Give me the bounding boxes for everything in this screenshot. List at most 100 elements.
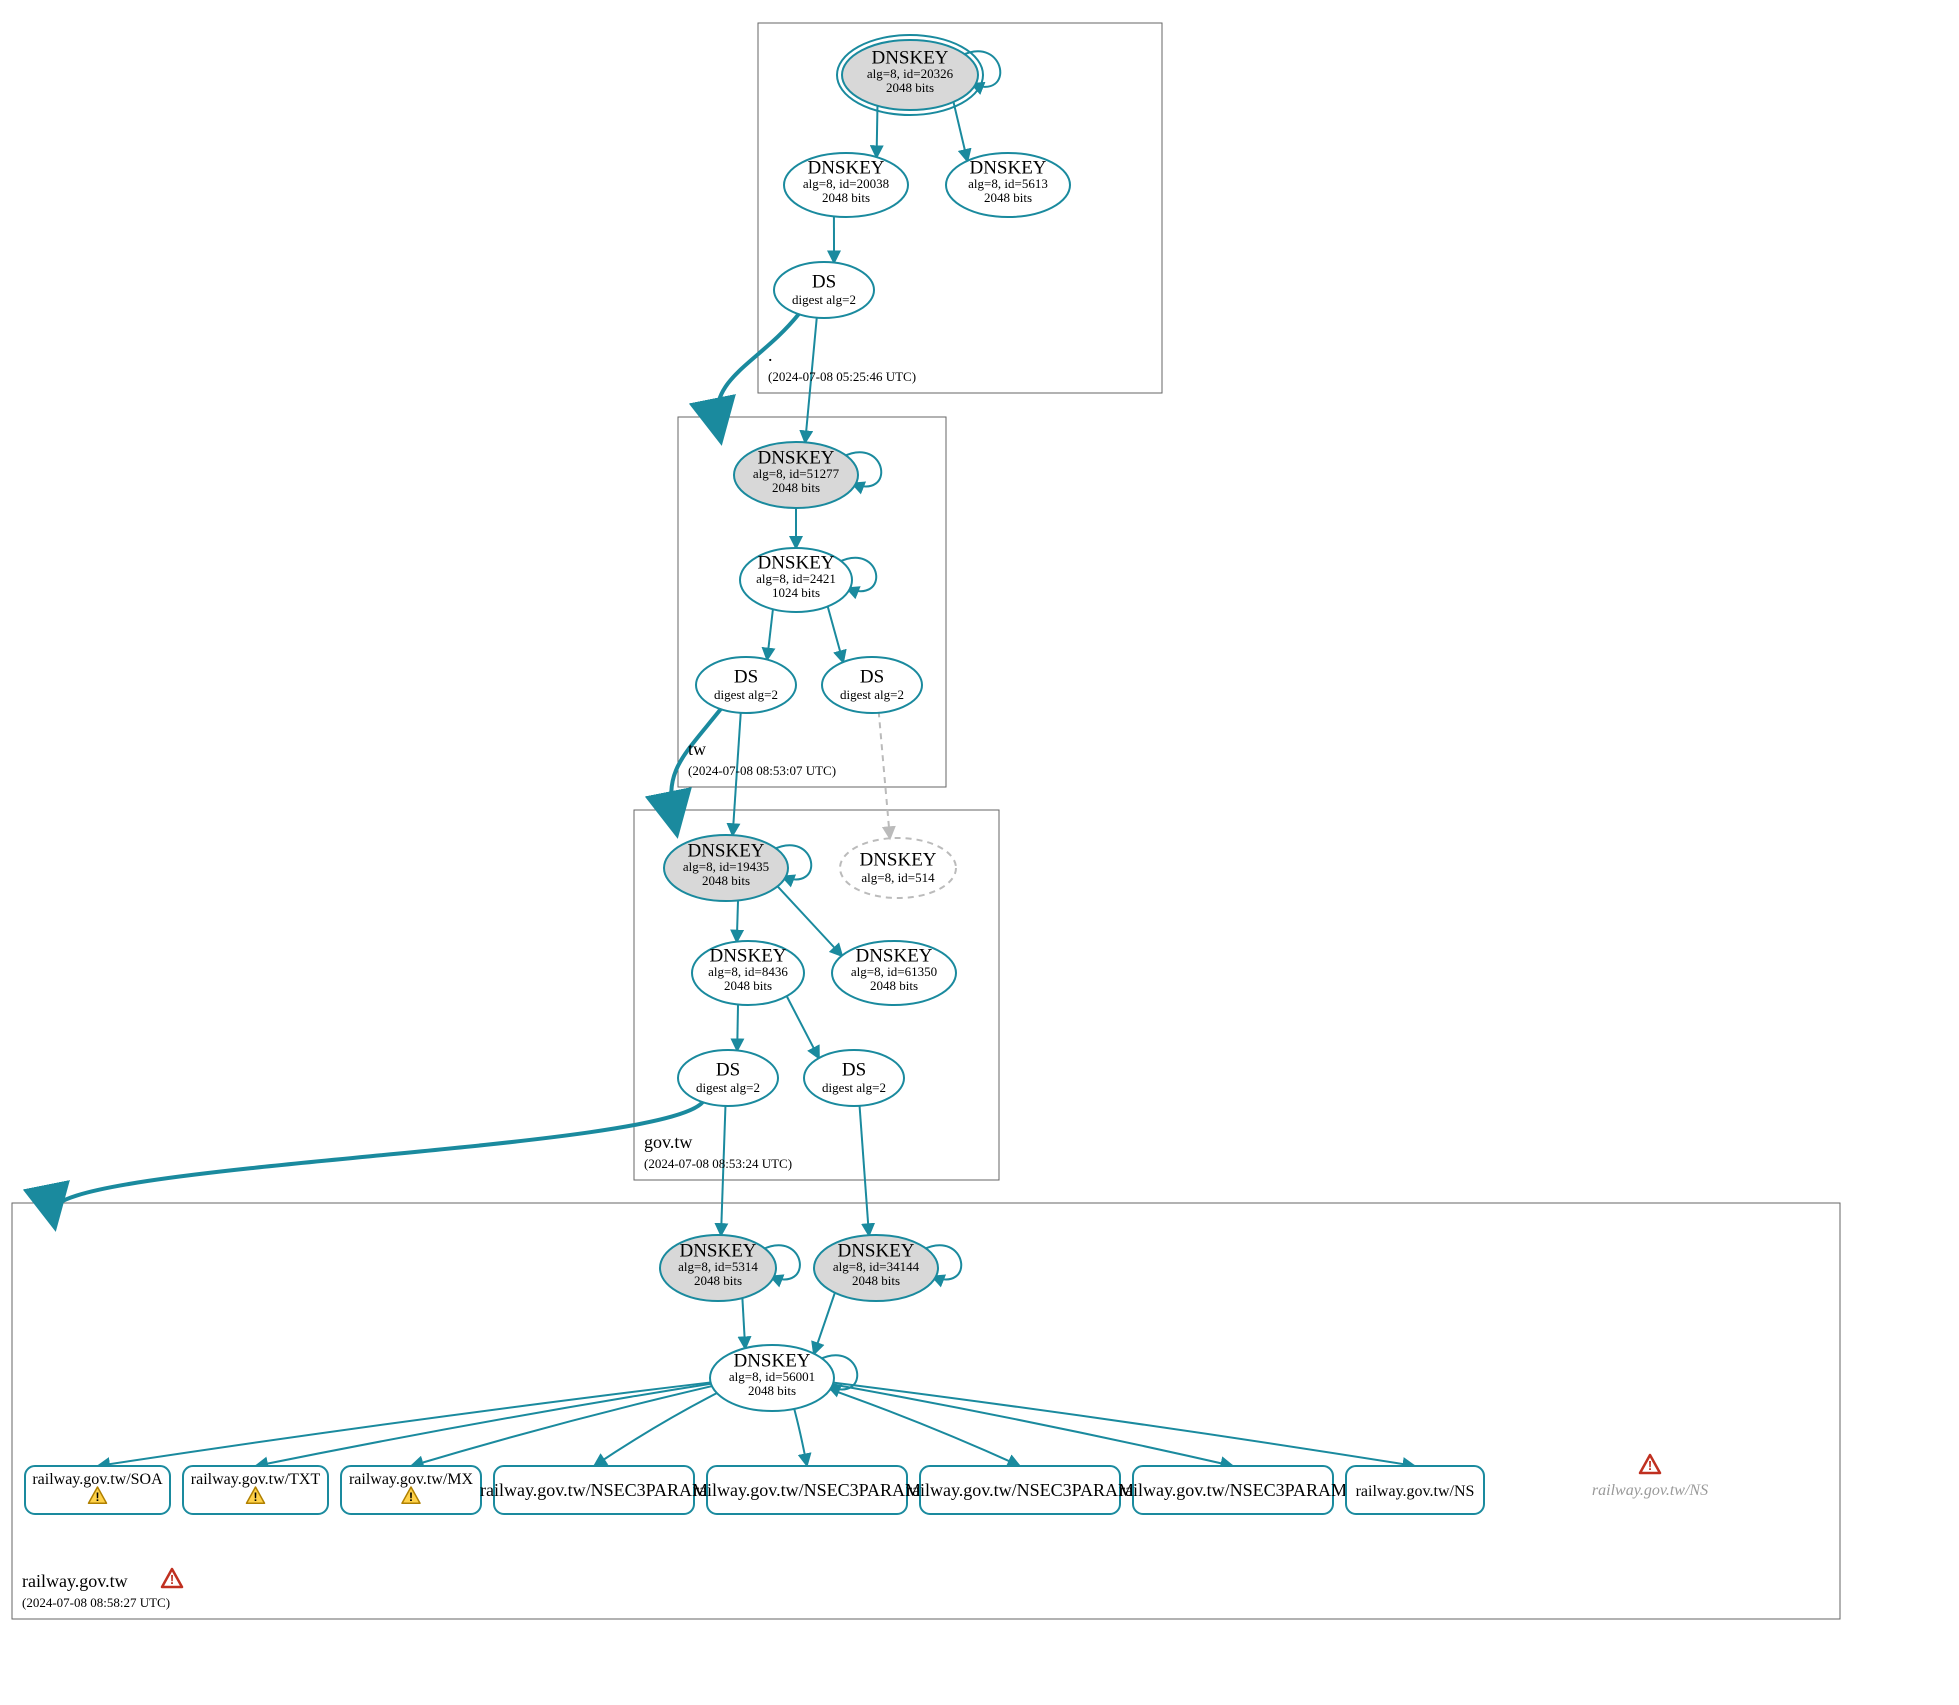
node-text-n_rail_ksk1-1: alg=8, id=5314 bbox=[678, 1259, 758, 1274]
node-text-n_root_zsk1-2: 2048 bits bbox=[822, 190, 870, 205]
rrset-label-rr_n3p1: railway.gov.tw/NSEC3PARAM bbox=[480, 1480, 708, 1500]
node-text-n_gov_dashed-0: DNSKEY bbox=[859, 849, 936, 870]
node-text-n_rail_zsk-1: alg=8, id=56001 bbox=[729, 1369, 815, 1384]
node-n_tw_ds2: DSdigest alg=2 bbox=[822, 657, 922, 713]
rrset-rr_mx: railway.gov.tw/MX! bbox=[341, 1466, 481, 1514]
zone-error-icon-railway: ! bbox=[162, 1569, 182, 1587]
node-text-n_tw_zsk-1: alg=8, id=2421 bbox=[756, 571, 836, 586]
node-text-n_tw_ksk-2: 2048 bits bbox=[772, 480, 820, 495]
edge-n_tw_zsk-n_tw_ds1 bbox=[767, 607, 773, 660]
dnssec-chain-diagram: DNSKEYalg=8, id=203262048 bitsDNSKEYalg=… bbox=[0, 0, 1959, 1705]
rrset-label-rr_ns: railway.gov.tw/NS bbox=[1356, 1483, 1475, 1500]
zone-timestamp-govtw: (2024-07-08 08:53:24 UTC) bbox=[644, 1156, 792, 1171]
node-text-n_rail_zsk-2: 2048 bits bbox=[748, 1383, 796, 1398]
node-n_tw_zsk: DNSKEYalg=8, id=24211024 bits bbox=[740, 548, 852, 612]
edge-n_rail_zsk-rr_soa bbox=[98, 1382, 714, 1466]
edge-n_rail_zsk-rr_ns bbox=[830, 1382, 1415, 1466]
node-text-n_rail_ksk2-1: alg=8, id=34144 bbox=[833, 1259, 920, 1274]
rrset-rr_txt: railway.gov.tw/TXT! bbox=[183, 1466, 328, 1514]
zone-timestamp-tw: (2024-07-08 08:53:07 UTC) bbox=[688, 763, 836, 778]
zone-timestamp-railway: (2024-07-08 08:58:27 UTC) bbox=[22, 1595, 170, 1610]
node-text-n_gov_zsk1-1: alg=8, id=8436 bbox=[708, 964, 788, 979]
node-text-n_gov_ds1-1: digest alg=2 bbox=[696, 1080, 760, 1095]
node-text-n_gov_ds2-1: digest alg=2 bbox=[822, 1080, 886, 1095]
node-text-n_gov_zsk2-2: 2048 bits bbox=[870, 978, 918, 993]
node-n_gov_dashed: DNSKEYalg=8, id=514 bbox=[840, 838, 956, 898]
node-text-n_tw_ds1-0: DS bbox=[734, 666, 758, 687]
edge-n_rail_ksk2-n_rail_zsk bbox=[814, 1291, 836, 1355]
edge-n_rail_zsk-rr_n3p4 bbox=[830, 1384, 1233, 1466]
edge-n_rail_ksk1-n_rail_zsk bbox=[742, 1296, 745, 1349]
node-text-n_root_ksk-1: alg=8, id=20326 bbox=[867, 66, 954, 81]
zone-label-railway: railway.gov.tw bbox=[22, 1571, 128, 1591]
node-text-n_rail_ksk1-2: 2048 bits bbox=[694, 1273, 742, 1288]
node-n_tw_ksk: DNSKEYalg=8, id=512772048 bits bbox=[734, 442, 858, 508]
svg-text:!: ! bbox=[1648, 1458, 1652, 1473]
node-text-n_gov_ds2-0: DS bbox=[842, 1059, 866, 1080]
node-text-n_root_zsk2-1: alg=8, id=5613 bbox=[968, 176, 1048, 191]
edge-n_rail_zsk-rr_mx bbox=[411, 1385, 715, 1466]
node-n_rail_ksk1: DNSKEYalg=8, id=53142048 bits bbox=[660, 1235, 776, 1301]
node-n_gov_zsk1: DNSKEYalg=8, id=84362048 bits bbox=[692, 941, 804, 1005]
node-text-n_rail_ksk2-2: 2048 bits bbox=[852, 1273, 900, 1288]
svg-text:!: ! bbox=[170, 1572, 174, 1587]
svg-text:!: ! bbox=[96, 1490, 100, 1504]
edge-big-zonearrow_rail bbox=[52, 1102, 703, 1213]
node-n_rail_zsk: DNSKEYalg=8, id=560012048 bits bbox=[710, 1345, 834, 1411]
edge-n_tw_ds2-n_gov_dashed bbox=[879, 711, 890, 839]
edge-n_rail_zsk-rr_n3p2 bbox=[794, 1407, 807, 1466]
svg-text:!: ! bbox=[409, 1490, 413, 1504]
node-n_gov_ksk: DNSKEYalg=8, id=194352048 bits bbox=[664, 835, 788, 901]
rrset-label-rr_soa: railway.gov.tw/SOA bbox=[32, 1471, 163, 1488]
rrset-label-rr_n3p2: railway.gov.tw/NSEC3PARAM bbox=[693, 1480, 921, 1500]
node-text-n_root_ds-1: digest alg=2 bbox=[792, 292, 856, 307]
node-n_root_zsk1: DNSKEYalg=8, id=200382048 bits bbox=[784, 153, 908, 217]
node-text-n_root_ksk-2: 2048 bits bbox=[886, 80, 934, 95]
rrset-label-rr_txt: railway.gov.tw/TXT bbox=[191, 1471, 321, 1488]
node-n_root_ksk: DNSKEYalg=8, id=203262048 bits bbox=[837, 35, 983, 115]
rrset-rr_n3p4: railway.gov.tw/NSEC3PARAM bbox=[1119, 1466, 1347, 1514]
rrset-label-rr_n3p3: railway.gov.tw/NSEC3PARAM bbox=[906, 1480, 1134, 1500]
node-n_gov_ds1: DSdigest alg=2 bbox=[678, 1050, 778, 1106]
rrset-rr_n3p1: railway.gov.tw/NSEC3PARAM bbox=[480, 1466, 708, 1514]
rrset-rr_n3p3: railway.gov.tw/NSEC3PARAM bbox=[906, 1466, 1134, 1514]
edge-n_gov_zsk1-n_gov_ds1 bbox=[737, 1003, 738, 1051]
edge-n_tw_zsk-n_tw_ds2 bbox=[827, 605, 843, 663]
node-text-n_tw_ds1-1: digest alg=2 bbox=[714, 687, 778, 702]
edge-n_rail_zsk-rr_txt bbox=[256, 1383, 714, 1466]
node-n_gov_zsk2: DNSKEYalg=8, id=613502048 bits bbox=[832, 941, 956, 1005]
zone-label-govtw: gov.tw bbox=[644, 1132, 692, 1152]
node-n_root_ds: DSdigest alg=2 bbox=[774, 262, 874, 318]
node-n_gov_ds2: DSdigest alg=2 bbox=[804, 1050, 904, 1106]
node-text-n_root_zsk1-1: alg=8, id=20038 bbox=[803, 176, 889, 191]
node-n_rail_ksk2: DNSKEYalg=8, id=341442048 bits bbox=[814, 1235, 938, 1301]
node-text-n_root_ds-0: DS bbox=[812, 271, 836, 292]
zone-timestamp-root: (2024-07-08 05:25:46 UTC) bbox=[768, 369, 916, 384]
edge-n_gov_ksk-n_gov_zsk1 bbox=[737, 899, 738, 943]
node-text-n_tw_ds2-0: DS bbox=[860, 666, 884, 687]
node-n_root_zsk2: DNSKEYalg=8, id=56132048 bits bbox=[946, 153, 1070, 217]
ghost-rr-label: railway.gov.tw/NS bbox=[1592, 1482, 1708, 1499]
zone-label-root: . bbox=[768, 345, 773, 365]
rrset-rr_n3p2: railway.gov.tw/NSEC3PARAM bbox=[693, 1466, 921, 1514]
edge-n_gov_zsk1-n_gov_ds2 bbox=[786, 994, 819, 1058]
node-text-n_gov_zsk2-1: alg=8, id=61350 bbox=[851, 964, 937, 979]
node-text-n_gov_zsk1-2: 2048 bits bbox=[724, 978, 772, 993]
node-text-n_gov_ds1-0: DS bbox=[716, 1059, 740, 1080]
node-text-n_gov_ksk-1: alg=8, id=19435 bbox=[683, 859, 769, 874]
node-n_tw_ds1: DSdigest alg=2 bbox=[696, 657, 796, 713]
node-text-n_tw_ds2-1: digest alg=2 bbox=[840, 687, 904, 702]
rrset-label-rr_mx: railway.gov.tw/MX bbox=[349, 1471, 474, 1488]
node-text-n_gov_dashed-1: alg=8, id=514 bbox=[861, 870, 935, 885]
rrset-rr_soa: railway.gov.tw/SOA! bbox=[25, 1466, 170, 1514]
node-text-n_gov_ksk-2: 2048 bits bbox=[702, 873, 750, 888]
node-text-n_tw_zsk-2: 1024 bits bbox=[772, 585, 820, 600]
edge-n_root_ksk-n_root_zsk2 bbox=[953, 100, 968, 162]
edge-n_gov_ds2-n_rail_ksk2 bbox=[859, 1104, 869, 1235]
node-text-n_root_zsk2-2: 2048 bits bbox=[984, 190, 1032, 205]
svg-text:!: ! bbox=[254, 1490, 258, 1504]
rrset-rr_ns: railway.gov.tw/NS bbox=[1346, 1466, 1484, 1514]
edge-n_rail_zsk-rr_n3p1 bbox=[594, 1392, 719, 1466]
zone-label-tw: tw bbox=[688, 739, 706, 759]
node-text-n_tw_ksk-1: alg=8, id=51277 bbox=[753, 466, 840, 481]
